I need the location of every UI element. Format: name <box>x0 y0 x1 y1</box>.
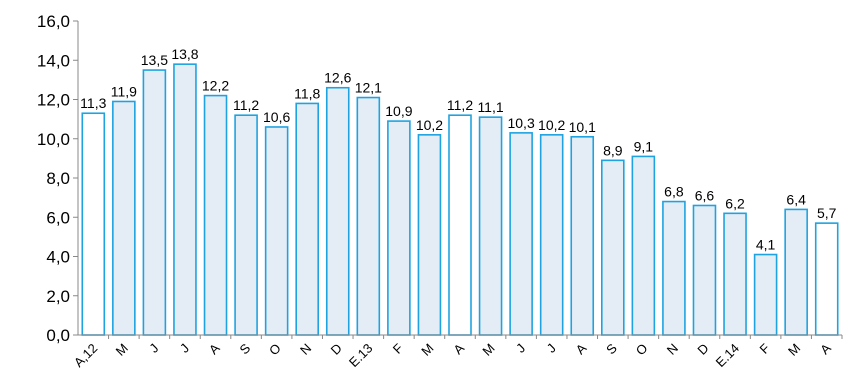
data-label: 6,4 <box>786 191 806 207</box>
x-tick-label: E.13 <box>346 341 376 371</box>
data-label: 6,6 <box>695 187 715 203</box>
bar <box>631 155 656 336</box>
bars-group <box>81 63 839 336</box>
bar <box>325 86 350 336</box>
bar <box>478 116 503 336</box>
bar <box>448 114 472 336</box>
bar <box>784 208 808 336</box>
x-tick-label: J <box>177 341 192 356</box>
bar <box>81 112 106 336</box>
bar <box>662 200 686 336</box>
x-tick-label: A <box>206 340 223 357</box>
x-tick-label: N <box>297 341 314 358</box>
data-label: 11,2 <box>447 97 473 113</box>
data-label: 9,1 <box>634 138 654 154</box>
x-tick-label: A <box>450 340 467 357</box>
data-label: 10,2 <box>538 117 565 133</box>
x-tick-label: M <box>479 341 497 359</box>
y-tick-label: 4,0 <box>46 248 70 267</box>
x-axis-labels-group: A,12 M J J A S O N D E.13 F M A M J J A S O N D E.14 F M A <box>71 335 843 371</box>
bar <box>142 69 167 336</box>
bar <box>112 100 136 336</box>
data-label: 10,9 <box>385 103 412 119</box>
x-tick-label: J <box>146 341 161 356</box>
data-label: 11,9 <box>111 83 137 99</box>
data-label: 12,6 <box>324 70 351 86</box>
y-tick-label: 6,0 <box>46 208 70 227</box>
data-label: 13,5 <box>141 52 168 68</box>
bar <box>387 120 411 336</box>
x-tick-label: F <box>390 340 406 356</box>
data-label: 6,2 <box>725 195 745 211</box>
x-tick-label: M <box>418 341 436 359</box>
value-labels-group: 11,311,913,5 13,812,211,210,611,812,612,1… <box>80 46 836 252</box>
data-label: 11,2 <box>233 97 259 113</box>
data-label: 12,1 <box>355 80 382 96</box>
y-tick-label: 16,0 <box>37 12 70 31</box>
y-tick-label: 14,0 <box>37 51 70 70</box>
bar <box>692 204 717 336</box>
data-label: 10,6 <box>263 109 290 125</box>
x-tick-label: E.14 <box>713 341 743 371</box>
x-tick-label: D <box>328 341 345 358</box>
bar <box>509 132 533 336</box>
x-tick-label: M <box>113 341 131 359</box>
data-label: 8,9 <box>603 142 623 158</box>
x-tick-label: O <box>266 341 284 359</box>
x-tick-label: A <box>573 340 590 357</box>
y-tick-label: 8,0 <box>46 169 70 188</box>
bar <box>295 102 320 336</box>
x-tick-label: J <box>544 341 559 356</box>
x-tick-label: D <box>694 341 711 358</box>
y-tick-label: 12,0 <box>37 91 70 110</box>
bar <box>600 159 625 336</box>
data-label: 6,8 <box>664 184 684 200</box>
data-label: 11,8 <box>294 85 320 101</box>
x-tick-label: F <box>756 340 772 356</box>
x-tick-label: M <box>785 341 803 359</box>
data-label: 10,2 <box>416 117 443 133</box>
data-label: 11,3 <box>80 95 106 111</box>
x-tick-label: A,12 <box>71 341 101 371</box>
y-tick-label: 10,0 <box>37 130 70 149</box>
x-tick-label: A <box>817 340 834 357</box>
bar <box>417 134 442 336</box>
bar <box>814 222 839 336</box>
x-tick-label: J <box>513 341 528 356</box>
data-label: 5,7 <box>817 205 837 221</box>
x-tick-label: N <box>664 341 681 358</box>
x-tick-label: S <box>236 340 253 357</box>
data-label: 13,8 <box>171 46 198 62</box>
bar <box>539 134 564 336</box>
y-tick-label: 2,0 <box>46 287 70 306</box>
x-tick-label: S <box>603 340 620 357</box>
bar <box>723 212 747 336</box>
bar <box>203 94 228 336</box>
bar <box>753 253 778 336</box>
bar <box>570 135 595 336</box>
bar <box>234 114 258 336</box>
data-label: 10,3 <box>507 115 534 131</box>
x-tick-label: O <box>633 341 651 359</box>
data-label: 10,1 <box>569 119 596 135</box>
y-axis: 0,0 2,0 4,0 6,0 8,0 10,0 12,0 14,0 16,0 <box>37 12 79 345</box>
data-label: 11,1 <box>477 99 503 115</box>
y-tick-label: 0,0 <box>46 326 70 345</box>
data-label: 12,2 <box>202 78 229 94</box>
bar <box>264 126 289 336</box>
bar <box>173 63 197 336</box>
bar <box>356 96 381 336</box>
data-label: 4,1 <box>756 237 776 253</box>
